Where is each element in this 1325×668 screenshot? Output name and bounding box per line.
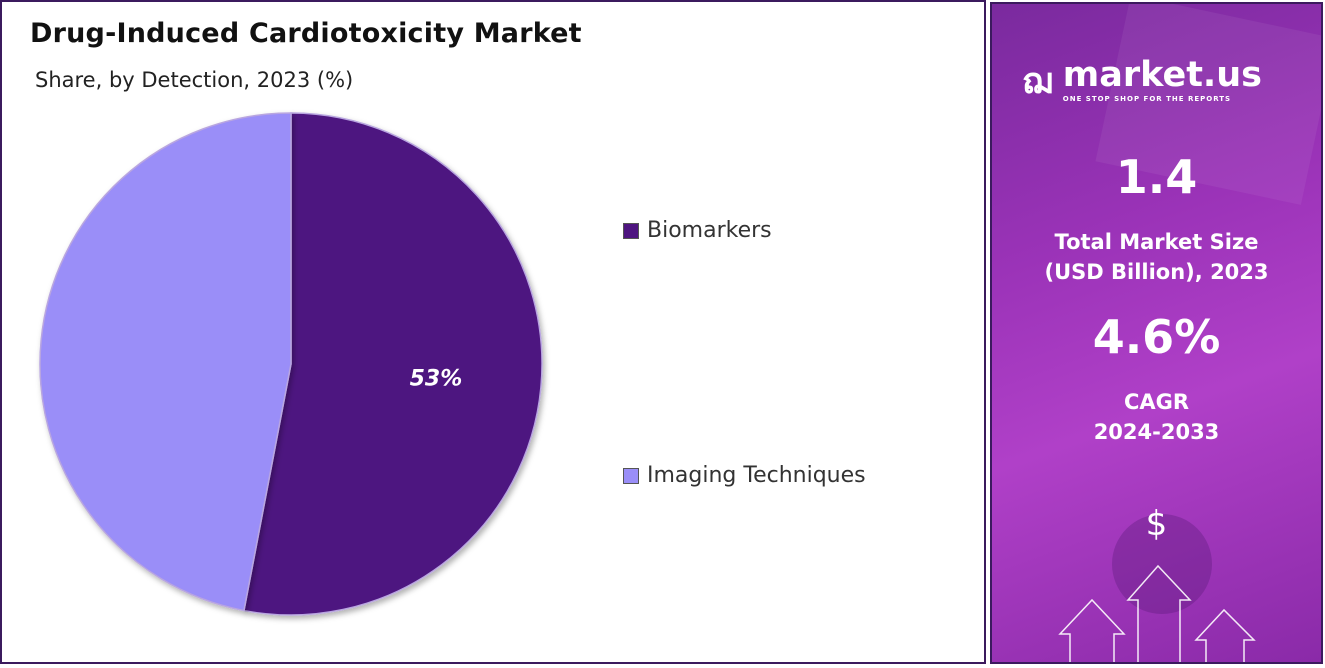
pie-slice-imaging-techniques (39, 112, 292, 612)
legend-swatch (623, 467, 639, 484)
pie-chart: 53% (39, 112, 543, 616)
market-size-value: 1.4 (1115, 150, 1198, 204)
brand-name: market.us (1062, 55, 1262, 95)
cagr-value: 4.6% (1092, 310, 1221, 364)
market-size-label: Total Market Size (1054, 230, 1259, 254)
cagr-period: 2024-2033 (1093, 420, 1220, 444)
legend-label: Imaging Techniques (647, 463, 866, 488)
dollar-icon: $ (1145, 504, 1168, 544)
cagr-label: CAGR (1123, 390, 1190, 414)
logo-icon: ฌ (1022, 61, 1053, 102)
pie-slice-biomarkers (243, 112, 543, 616)
data-label: 53% (410, 367, 463, 392)
up-arrows-icon (1058, 564, 1256, 662)
legend-item-biomarkers: Biomarkers (623, 218, 772, 243)
chart-subtitle: Share, by Detection, 2023 (%) (35, 68, 354, 92)
chart-title: Drug-Induced Cardiotoxicity Market (30, 18, 582, 49)
legend-label: Biomarkers (647, 218, 772, 243)
legend-item-imaging-techniques: Imaging Techniques (623, 463, 866, 488)
legend-swatch (623, 222, 639, 239)
summary-panel: ฌ market.us ONE STOP SHOP FOR THE REPORT… (990, 2, 1323, 664)
brand-tagline: ONE STOP SHOP FOR THE REPORTS (1062, 95, 1232, 103)
background-decoration (1058, 4, 1321, 662)
market-size-unit: (USD Billion), 2023 (1044, 260, 1269, 284)
market-us-logo: ฌ market.us ONE STOP SHOP FOR THE REPORT… (1022, 52, 1302, 109)
